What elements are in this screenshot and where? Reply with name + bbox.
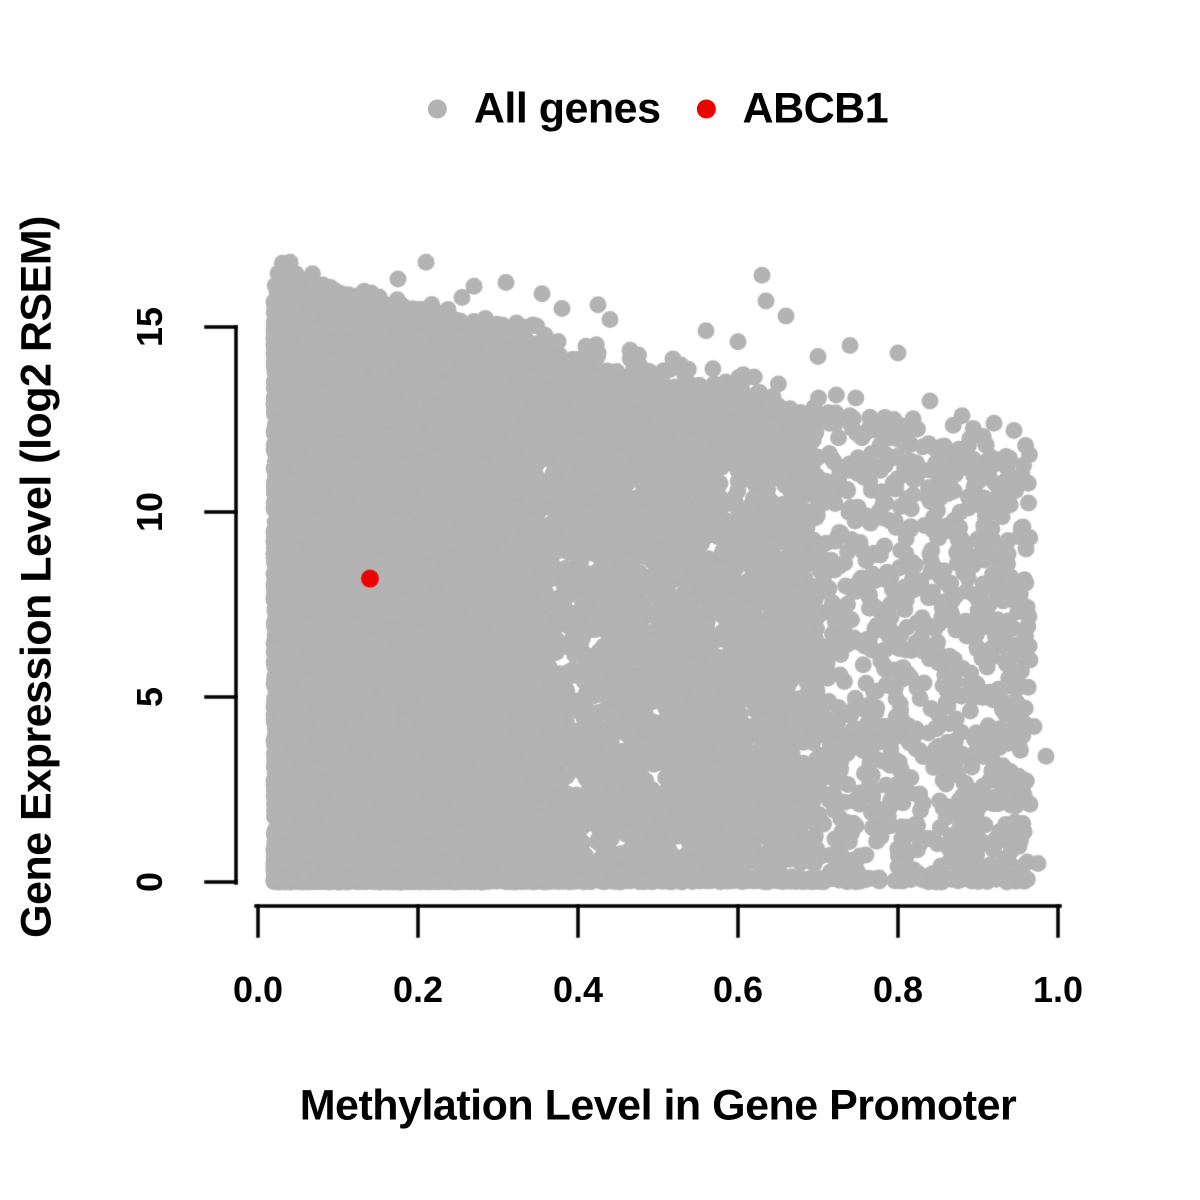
x-tick-label-0.0: 0.0 xyxy=(232,969,284,1010)
y-tick-label-5: 5 xyxy=(129,686,170,708)
x-tick-label-0.8: 0.8 xyxy=(872,969,924,1010)
x-tick-label-0.6: 0.6 xyxy=(712,969,764,1010)
y-axis-title: Gene Expression Level (log2 RSEM) xyxy=(12,216,61,938)
y-tick-label-0: 0 xyxy=(129,871,170,893)
legend-marker-all-genes xyxy=(427,99,447,119)
y-tick-label-15: 15 xyxy=(129,306,170,348)
x-axis-title: Methylation Level in Gene Promoter xyxy=(299,1081,1017,1130)
legend-label-abcb1: ABCB1 xyxy=(742,84,889,133)
x-tick-label-0.2: 0.2 xyxy=(392,969,444,1010)
legend-marker-abcb1 xyxy=(696,99,716,119)
x-tick-label-1.0: 1.0 xyxy=(1032,969,1084,1010)
legend-label-all-genes: All genes xyxy=(473,84,661,133)
y-tick-label-10: 10 xyxy=(129,491,170,533)
x-tick-label-0.4: 0.4 xyxy=(552,969,604,1010)
legend: All genes ABCB1 xyxy=(427,84,889,134)
